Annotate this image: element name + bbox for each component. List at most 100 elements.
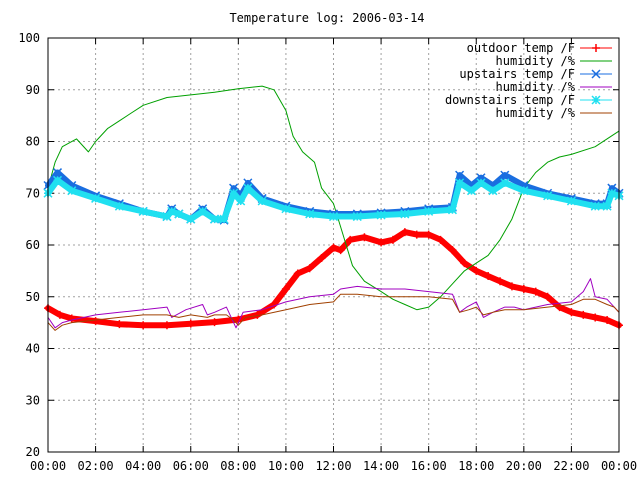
legend-marker [592,44,600,52]
data-point [579,310,588,319]
legend-label: humidity /% [496,106,576,120]
data-point [219,214,229,224]
x-tick-label: 20:00 [506,459,542,473]
data-point [186,214,196,224]
series-5 [47,293,620,331]
legend-label: upstairs temp /F [459,67,575,81]
data-point [139,321,148,330]
series-line [47,293,620,331]
data-point [67,314,76,323]
y-tick-label: 80 [26,135,40,149]
data-point [281,204,291,214]
y-tick-label: 70 [26,186,40,200]
x-tick-label: 02:00 [78,459,114,473]
data-point [484,272,493,281]
y-tick-label: 90 [26,83,40,97]
data-point [210,318,219,327]
data-point [162,321,171,330]
data-point [336,246,345,255]
data-point [424,206,434,216]
x-tick-label: 04:00 [125,459,161,473]
data-point [305,264,314,273]
data-point [603,316,612,325]
data-point [476,178,486,188]
data-point [52,168,63,178]
data-point [448,246,457,255]
data-point [447,205,457,215]
axes: 20 30 40 50 60 70 80 90 100 00:00 02:00 04:00 06:00 0… [18,31,637,473]
x-tick-label: 18:00 [458,459,494,473]
x-tick-label: 08:00 [220,459,256,473]
data-point [352,212,362,222]
series-line [47,278,620,329]
data-point [162,212,172,222]
data-point [91,317,100,326]
data-point [466,186,477,196]
data-point [607,188,617,198]
data-point [114,201,124,211]
data-point [519,186,529,196]
series-3 [47,278,620,329]
data-point [377,238,386,247]
data-point [198,206,208,216]
data-point [329,243,338,252]
data-point [460,259,469,268]
x-tick-label: 22:00 [553,459,589,473]
legend-label: humidity /% [496,54,576,68]
x-tick-label: 12:00 [315,459,351,473]
data-point [472,266,481,275]
data-point [412,230,421,239]
x-tick-label: 00:00 [30,459,66,473]
legend-marker [591,95,601,105]
data-point [210,214,220,224]
data-point [566,196,576,206]
x-tick-label: 10:00 [268,459,304,473]
y-tick-label: 50 [26,290,40,304]
data-point [91,193,101,203]
data-point [424,230,433,239]
legend-label: downstairs temp /F [445,93,575,107]
data-point [500,178,510,188]
data-point [602,201,612,211]
data-point [496,277,505,286]
y-tick-label: 60 [26,238,40,252]
data-point [293,269,302,278]
x-tick-label: 06:00 [173,459,209,473]
chart-title: Temperature log: 2006-03-14 [229,11,424,25]
data-point [543,292,552,301]
data-point [257,196,267,206]
data-point [360,233,369,242]
x-tick-label: 16:00 [411,459,447,473]
data-point [376,210,386,220]
y-tick-label: 40 [26,342,40,356]
data-point [167,206,177,216]
data-point [67,186,77,196]
data-point [591,313,600,322]
y-tick-label: 100 [18,31,40,45]
data-point [305,209,315,219]
data-point [400,228,409,237]
data-point [590,201,600,211]
x-tick-label: 00:00 [601,459,637,473]
data-point [567,308,576,317]
legend-label: outdoor temp /F [467,41,575,55]
data-point [500,170,510,180]
data-point [531,287,540,296]
data-point [328,212,339,222]
data-point [243,183,253,193]
data-point [543,191,553,201]
data-point [400,209,410,219]
legend-label: humidity /% [496,80,576,94]
data-point [138,206,148,216]
data-point [507,282,516,291]
plot-frame [47,37,620,453]
data-point [229,188,239,198]
data-point [436,235,445,244]
data-point [346,235,355,244]
data-point [317,253,326,262]
y-tick-label: 20 [26,445,40,459]
data-point [455,178,465,188]
data-point [388,235,397,244]
